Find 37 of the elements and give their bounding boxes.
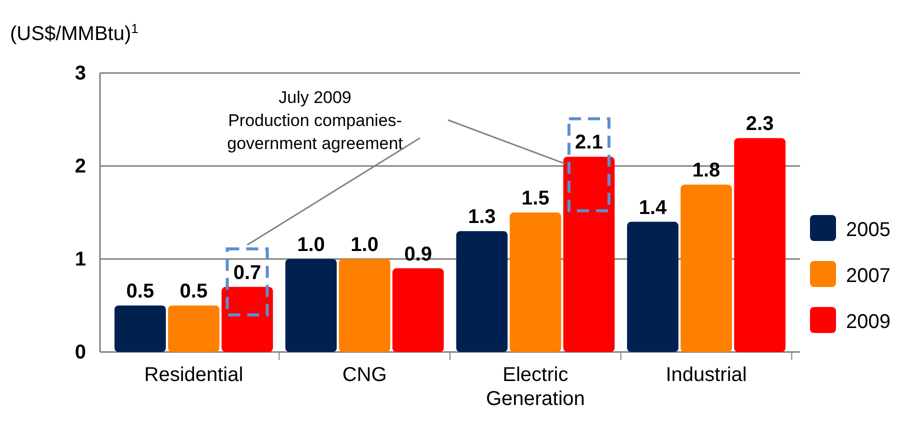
- data-label: 1.5: [522, 188, 550, 210]
- bar: [338, 259, 390, 352]
- bar: [392, 268, 444, 352]
- y-tick-label: 2: [74, 155, 86, 178]
- y-tick-label: 3: [74, 62, 86, 84]
- x-tick-label: Industrial: [666, 364, 747, 386]
- bar: [285, 259, 337, 352]
- bar: [456, 231, 508, 352]
- x-tick-label: CNG: [342, 364, 387, 386]
- data-label: 0.5: [180, 280, 208, 302]
- bar: [114, 306, 166, 352]
- x-tick-label: Residential: [144, 364, 244, 386]
- legend-label: 2005: [846, 219, 890, 241]
- data-label: 1.0: [350, 234, 378, 256]
- data-label: 1.0: [297, 234, 325, 256]
- bar: [680, 184, 732, 352]
- bar: [168, 306, 220, 352]
- data-label: 0.7: [233, 262, 262, 284]
- bar: [563, 156, 615, 352]
- y-tick-label: 0: [74, 341, 86, 364]
- bar: [627, 222, 678, 352]
- data-label: 0.5: [126, 280, 154, 302]
- y-tick-label: 1: [74, 248, 86, 270]
- data-label: 1.8: [692, 160, 720, 182]
- legend-label: 2007: [846, 265, 890, 287]
- data-label: 1.3: [468, 206, 496, 228]
- legend-label: 2009: [846, 311, 890, 333]
- data-label: 0.9: [404, 243, 432, 266]
- bar: [734, 138, 786, 352]
- annotation: July 2009 Production companies- government agreement: [227, 88, 404, 153]
- bar: [510, 212, 562, 352]
- data-label: 2.3: [746, 113, 774, 136]
- bar: [222, 286, 273, 352]
- x-tick-label: Electric Generation: [486, 364, 585, 410]
- data-label: 2.1: [575, 132, 603, 154]
- y-axis-title: (US$/MMBtu)$^{1}$: [10, 20, 138, 45]
- data-label: 1.4: [638, 196, 668, 219]
